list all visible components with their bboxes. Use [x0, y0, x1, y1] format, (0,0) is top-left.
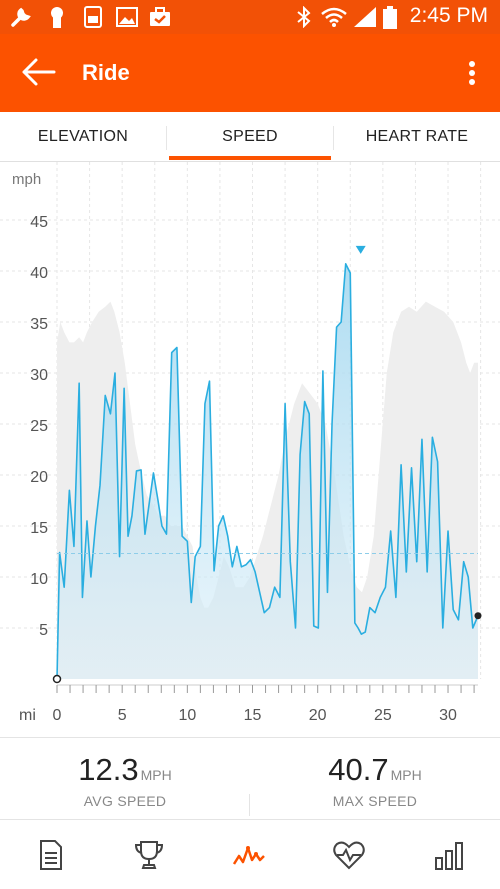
- tab-elevation[interactable]: ELEVATION: [37, 128, 129, 145]
- wrench-icon: [11, 7, 31, 27]
- status-time: 2:45 PM: [409, 4, 488, 27]
- x-tick-label: 30: [439, 707, 457, 724]
- end-point: [474, 612, 482, 620]
- app-bar: Ride: [0, 34, 500, 112]
- more-vert-icon[interactable]: [462, 58, 482, 88]
- speed-chart[interactable]: 5 10 15 20 25 30 35 40 45 mph 0 5 10 15 20 25 30 mi: [0, 162, 500, 737]
- x-tick-label: 20: [309, 707, 327, 724]
- max-speed-unit: MPH: [390, 767, 422, 783]
- y-tick-label: 35: [30, 316, 48, 333]
- sd-card-icon: [84, 6, 102, 28]
- analysis-icon[interactable]: [232, 838, 266, 872]
- keyhole-icon: [51, 7, 63, 28]
- tab-divider: [333, 126, 334, 150]
- speed-line: [56, 263, 479, 680]
- stats-panel: 12.3 MPH AVG SPEED 40.7 MPH MAX SPEED: [0, 737, 500, 819]
- stats-divider: [249, 794, 250, 816]
- y-tick-label: 30: [30, 367, 48, 384]
- y-tick-label: 10: [30, 571, 48, 588]
- tab-speed[interactable]: SPEED: [167, 112, 333, 162]
- max-speed-label: MAX SPEED: [332, 793, 418, 809]
- bottom-nav: [0, 819, 500, 889]
- y-tick-label: 45: [30, 214, 48, 231]
- heart-rate-icon[interactable]: [332, 838, 366, 872]
- x-tick-label: 5: [118, 707, 127, 724]
- back-arrow-icon[interactable]: [14, 52, 62, 92]
- bluetooth-icon: [297, 6, 311, 28]
- x-axis-unit-label: mi: [19, 707, 36, 724]
- x-tick-label: 10: [178, 707, 196, 724]
- avg-speed-stat: 12.3 MPH AVG SPEED: [0, 738, 250, 820]
- avg-speed-unit: MPH: [140, 767, 172, 783]
- document-icon[interactable]: [34, 838, 68, 872]
- max-speed-value-row: 40.7 MPH: [250, 752, 500, 788]
- trophy-icon[interactable]: [132, 838, 166, 872]
- page-title: Ride: [82, 60, 130, 85]
- avg-speed-value-row: 12.3 MPH: [0, 752, 250, 788]
- y-tick-label: 20: [30, 469, 48, 486]
- tab-bar: ELEVATION SPEED HEART RATE: [0, 112, 500, 162]
- bar-chart-icon[interactable]: [432, 838, 466, 872]
- y-tick-label: 25: [30, 418, 48, 435]
- x-tick-label: 0: [53, 707, 62, 724]
- speed-area: [57, 263, 478, 679]
- x-tick-label: 15: [244, 707, 262, 724]
- tab-divider: [166, 126, 167, 150]
- briefcase-check-icon: [150, 7, 170, 26]
- max-speed-value: 40.7: [328, 752, 389, 787]
- status-bar: 2:45 PM: [0, 0, 500, 34]
- max-speed-marker: [355, 245, 366, 254]
- image-icon: [116, 7, 138, 27]
- signal-icon: [354, 7, 376, 27]
- wifi-icon: [321, 7, 347, 27]
- tab-heart-rate[interactable]: HEART RATE: [365, 128, 469, 145]
- y-tick-label: 5: [39, 622, 48, 639]
- x-tick-label: 25: [374, 707, 392, 724]
- battery-icon: [383, 6, 397, 29]
- max-speed-stat: 40.7 MPH MAX SPEED: [250, 738, 500, 820]
- y-tick-label: 15: [30, 520, 48, 537]
- y-tick-label: 40: [30, 265, 48, 282]
- avg-speed-value: 12.3: [78, 752, 139, 787]
- start-point: [52, 674, 62, 684]
- chart-svg: 5 10 15 20 25 30 35 40 45 mph 0 5 10 15 20 25 30 mi: [0, 162, 500, 724]
- avg-speed-label: AVG SPEED: [83, 793, 167, 809]
- y-axis-unit-label: mph: [12, 171, 41, 188]
